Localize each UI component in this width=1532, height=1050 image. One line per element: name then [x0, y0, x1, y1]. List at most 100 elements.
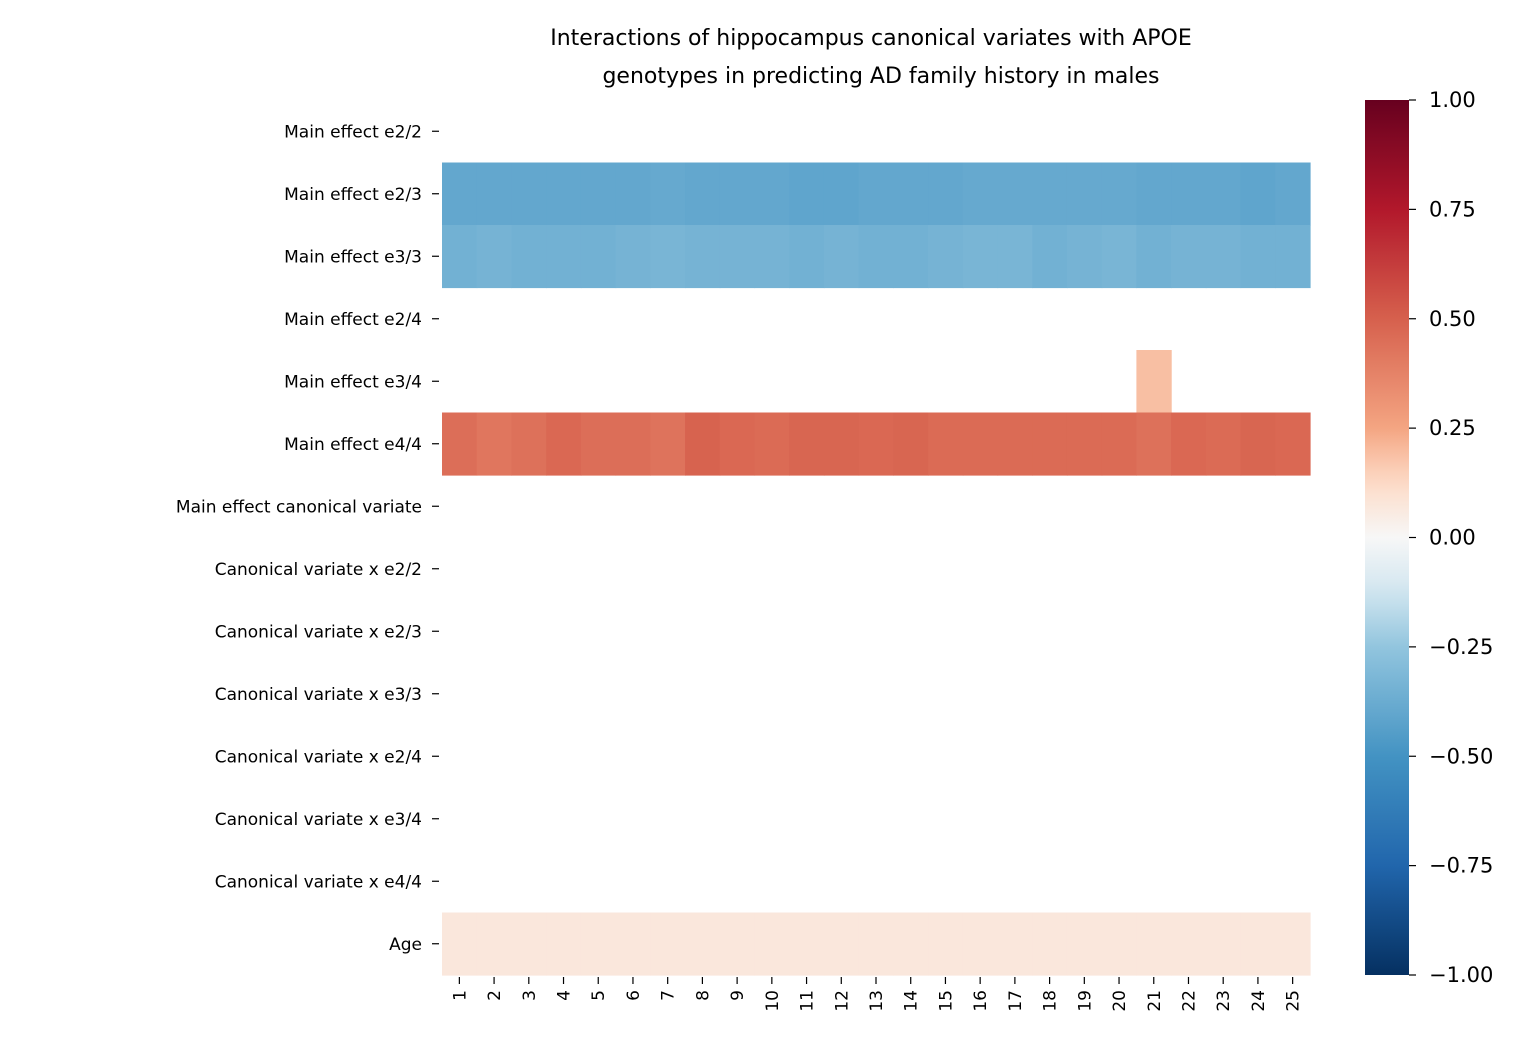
heatmap-cell: [580, 912, 617, 976]
x-tick-label: 7: [659, 990, 679, 1001]
heatmap-cell: [1032, 412, 1068, 476]
heatmap-cell: [928, 412, 964, 476]
y-tick-label: Canonical variate x e3/4: [215, 810, 422, 830]
colorbar-tick-label: −0.25: [1429, 635, 1493, 659]
colorbar-tick-label: −0.50: [1429, 744, 1493, 768]
heatmap-cell: [650, 912, 686, 976]
heatmap-cell: [511, 225, 547, 289]
heatmap-cells: [442, 162, 1311, 976]
heatmap-cell: [754, 912, 790, 976]
heatmap-cell: [823, 225, 860, 289]
heatmap-cell: [1101, 162, 1137, 226]
heatmap-cell: [789, 225, 825, 289]
colorbar-tick-label: 1.00: [1429, 88, 1476, 112]
colorbar-tick-label: 0.75: [1429, 197, 1476, 221]
heatmap-cell: [928, 162, 964, 226]
heatmap-cell: [754, 412, 790, 476]
x-tick-label: 4: [555, 990, 575, 1001]
heatmap-cell: [580, 412, 617, 476]
heatmap-cell: [615, 912, 651, 976]
heatmap-cell: [962, 162, 999, 226]
y-tick-label: Main effect canonical variate: [176, 497, 422, 517]
colorbar-gradient: [1365, 100, 1409, 975]
x-tick-label: 17: [1006, 990, 1026, 1012]
heatmap-cell: [1032, 912, 1068, 976]
heatmap-cell: [858, 162, 894, 226]
y-tick-label: Canonical variate x e2/4: [215, 747, 422, 767]
y-tick-label: Main effect e3/4: [284, 372, 422, 392]
heatmap-cell: [442, 225, 478, 289]
x-tick-label: 1: [450, 990, 470, 1001]
heatmap-cell: [615, 162, 651, 226]
y-tick-label: Main effect e2/4: [284, 310, 422, 330]
y-tick-label: Canonical variate x e2/2: [215, 560, 422, 580]
heatmap-cell: [1240, 412, 1276, 476]
x-tick-label: 3: [520, 990, 540, 1001]
x-tick-label: 23: [1214, 990, 1234, 1012]
heatmap-cell: [1032, 162, 1068, 226]
heatmap-cell: [997, 162, 1033, 226]
x-tick-label: 9: [728, 990, 748, 1001]
heatmap-cell: [823, 912, 860, 976]
heatmap-cell: [546, 912, 582, 976]
x-tick-label: 10: [763, 990, 783, 1012]
heatmap-cell: [615, 412, 651, 476]
x-tick-label: 19: [1075, 990, 1095, 1012]
x-tick-label: 24: [1249, 990, 1269, 1012]
heatmap-cell: [476, 412, 513, 476]
heatmap-cell: [685, 912, 721, 976]
colorbar-tick-label: 0.50: [1429, 307, 1476, 331]
heatmap-cell: [893, 912, 929, 976]
heatmap-cell: [1205, 912, 1242, 976]
heatmap-cell: [1240, 162, 1276, 226]
x-tick-label: 22: [1179, 990, 1199, 1012]
heatmap-cell: [789, 912, 825, 976]
y-tick-label: Canonical variate x e2/3: [215, 622, 422, 642]
x-tick-label: 14: [902, 990, 922, 1012]
heatmap-cell: [1101, 912, 1137, 976]
heatmap-cell: [928, 225, 964, 289]
x-tick-label: 18: [1041, 990, 1061, 1012]
heatmap-cell: [754, 225, 790, 289]
y-tick-label: Main effect e3/3: [284, 247, 422, 267]
heatmap-cell: [685, 162, 721, 226]
heatmap-cell: [1275, 162, 1311, 226]
y-tick-label: Main effect e4/4: [284, 435, 422, 455]
chart-title-line-2: genotypes in predicting AD family histor…: [602, 64, 1159, 89]
heatmap-cell: [1171, 225, 1207, 289]
heatmap-cell: [1136, 162, 1172, 226]
heatmap-cell: [476, 225, 513, 289]
heatmap-cell: [1101, 225, 1137, 289]
heatmap-cell: [893, 412, 929, 476]
x-tick-label: 11: [798, 990, 818, 1012]
heatmap-cell: [1066, 225, 1103, 289]
y-axis-tick-labels: Main effect e2/2 Main effect e2/3 Main eff…: [176, 122, 439, 955]
heatmap-cell: [1101, 412, 1137, 476]
heatmap-cell: [1240, 225, 1276, 289]
chart-title-line-1: Interactions of hippocampus canonical va…: [550, 26, 1192, 51]
heatmap-cell: [1171, 162, 1207, 226]
heatmap-cell: [928, 912, 964, 976]
heatmap-cell: [719, 412, 756, 476]
heatmap-cell: [1066, 412, 1103, 476]
heatmap-cell: [858, 912, 894, 976]
x-tick-label: 6: [624, 990, 644, 1001]
x-tick-label: 5: [589, 990, 609, 1001]
heatmap-cell: [685, 412, 721, 476]
heatmap-cell: [997, 412, 1033, 476]
heatmap-cell: [719, 162, 756, 226]
heatmap-cell: [476, 162, 513, 226]
heatmap-cell: [962, 412, 999, 476]
heatmap-cell: [1240, 912, 1276, 976]
x-tick-label: 25: [1284, 990, 1304, 1012]
heatmap-cell: [1136, 912, 1172, 976]
x-tick-label: 12: [832, 990, 852, 1012]
y-tick-label: Main effect e2/2: [284, 122, 422, 142]
heatmap-cell: [1205, 225, 1242, 289]
heatmap-cell: [442, 162, 478, 226]
heatmap-cell: [650, 412, 686, 476]
heatmap-cell: [789, 412, 825, 476]
heatmap-cell: [754, 162, 790, 226]
heatmap-cell: [1275, 412, 1311, 476]
